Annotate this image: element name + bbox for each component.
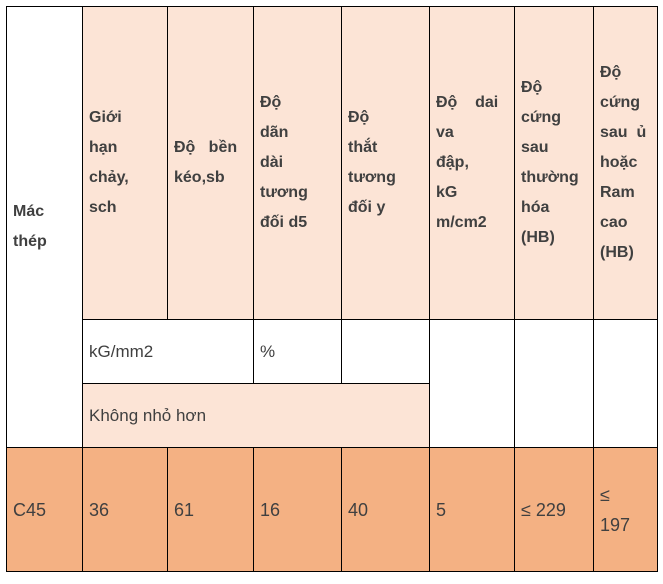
header-cell-yield-limit: Giới hạn chảy, sch	[82, 6, 168, 320]
data-cell-impact-toughness: 5	[429, 447, 515, 572]
header-cell-impact-toughness: Độ dai va đập, kG m/cm2	[429, 6, 515, 320]
data-cell-grade: C45	[6, 447, 83, 572]
note-row: Không nhỏ hơn	[7, 383, 658, 448]
corner-cell-steel-grade: Mác thép	[6, 6, 83, 448]
data-cell-hardness-normalized: ≤ 229	[514, 447, 594, 572]
steel-properties-table: Mác thép Giới hạn chảy, sch Độ bền kéo,s…	[6, 6, 658, 572]
data-row: C45 36 61 16 40 5 ≤ 229 ≤ 197	[6, 447, 658, 572]
data-cell-hardness-annealed: ≤ 197	[593, 447, 658, 572]
data-cell-relative-reduction: 40	[341, 447, 430, 572]
empty-cell	[514, 319, 594, 448]
header-cell-relative-elongation: Độ dãn dài tương đối d5	[253, 6, 342, 320]
units-row: kG/mm2 %	[7, 319, 658, 448]
note-cell-not-less-than: Không nhỏ hơn	[82, 383, 430, 448]
data-cell-relative-elongation: 16	[253, 447, 342, 572]
empty-cell	[341, 319, 430, 384]
header-row: Mác thép Giới hạn chảy, sch Độ bền kéo,s…	[6, 6, 658, 448]
empty-cell	[429, 319, 515, 448]
empty-cell	[593, 319, 658, 448]
unit-cell-kg-mm2: kG/mm2	[82, 319, 254, 384]
header-cell-relative-reduction: Độ thắt tương đối y	[341, 6, 430, 320]
data-cell-yield-limit: 36	[82, 447, 168, 572]
header-cell-tensile-strength: Độ bền kéo,sb	[167, 6, 254, 320]
header-cell-hardness-normalized: Độ cứng sau thường hóa (HB)	[514, 6, 594, 320]
data-cell-tensile-strength: 61	[167, 447, 254, 572]
header-cell-hardness-annealed: Độ cứng sau ủ hoặc Ram cao (HB)	[593, 6, 658, 320]
unit-cell-percent: %	[253, 319, 342, 384]
